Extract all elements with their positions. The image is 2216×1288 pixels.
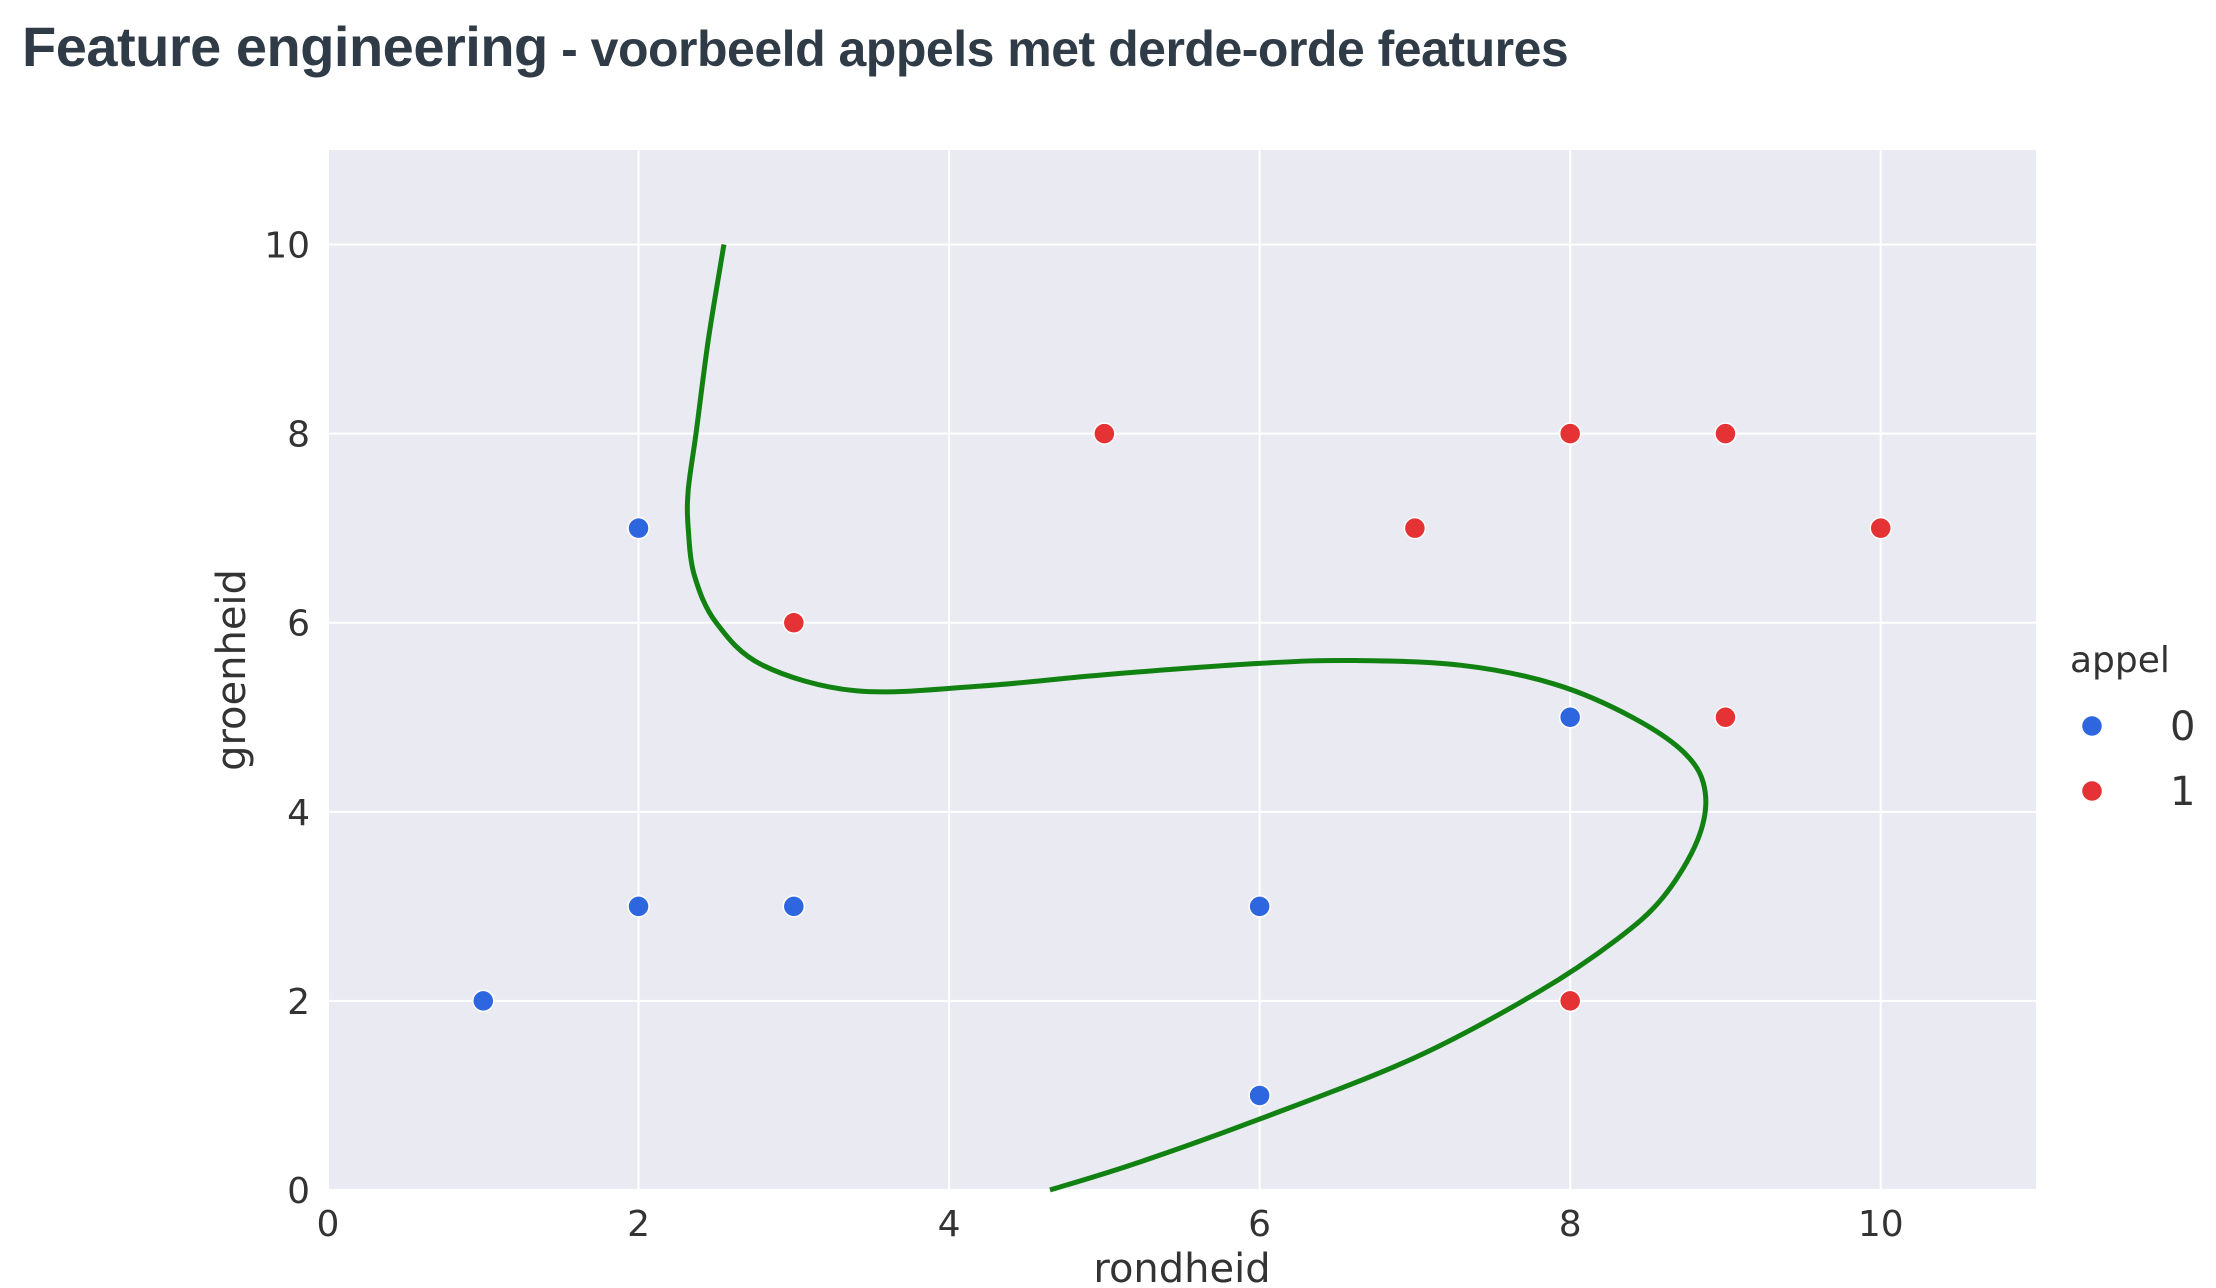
y-tick-label: 10 [264,226,310,267]
y-tick-label: 6 [287,604,310,645]
y-tick-label: 2 [287,982,310,1023]
legend-title: appel [2070,640,2170,681]
tick-labels: 0 2 4 6 8 10 0 2 4 6 8 10 [264,226,1903,1245]
data-point-class-1 [1403,516,1427,540]
y-tick-label: 4 [287,793,310,834]
x-tick-label: 2 [627,1204,650,1245]
data-point-class-1 [1714,706,1737,729]
legend-entries: 01 [2080,704,2195,815]
data-point-class-1 [1558,989,1582,1013]
y-tick-label: 0 [287,1171,310,1212]
legend-marker-1 [2080,779,2104,803]
data-point-class-1 [1558,422,1582,445]
data-point-class-0 [1558,706,1582,729]
data-point-class-0 [472,989,495,1013]
data-point-class-1 [782,611,806,634]
data-point-class-0 [627,516,650,540]
x-axis-label: rondheid [1093,1246,1270,1288]
data-point-class-1 [1869,516,1892,540]
x-tick-label: 0 [317,1204,340,1245]
page-title-main: Feature engineering [22,15,548,78]
data-point-class-0 [782,895,806,918]
data-points [472,422,1892,1107]
data-point-class-0 [1248,1084,1271,1107]
legend: appel 01 [2070,640,2195,815]
data-point-class-0 [1248,895,1271,918]
data-point-class-1 [1714,422,1737,445]
data-point-class-1 [1093,422,1116,445]
page-title-sub: - voorbeeld appels met derde-orde featur… [547,21,1569,77]
data-point-class-0 [627,895,650,918]
legend-label-0: 0 [2170,704,2195,750]
x-tick-label: 10 [1858,1204,1904,1245]
legend-label-1: 1 [2170,769,2195,815]
legend-marker-0 [2080,714,2104,738]
x-tick-label: 4 [938,1204,961,1245]
y-axis-label: groenheid [209,569,255,771]
y-tick-label: 8 [287,415,310,456]
grid-lines [327,150,2036,1191]
x-tick-label: 6 [1248,1204,1271,1245]
decision-boundary-line [684,244,1709,1193]
x-tick-label: 8 [1559,1204,1582,1245]
page-title: Feature engineering - voorbeeld appels m… [22,10,1569,86]
